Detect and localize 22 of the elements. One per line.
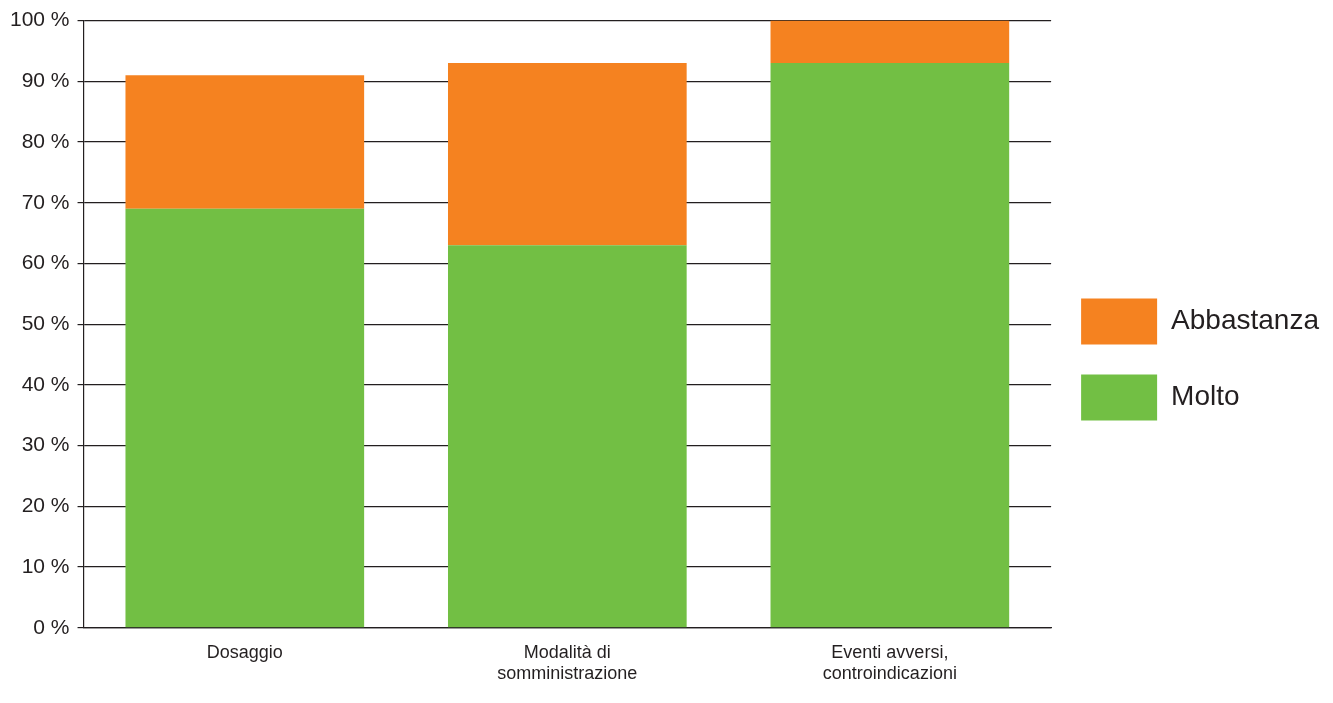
bar [448,63,687,246]
y-tick-label: 80 % [21,128,70,152]
y-tick-label: 50 % [21,311,70,334]
bar [448,245,687,628]
y-tick-label: 100 % [10,7,70,31]
legend-label: Molto [1171,380,1240,412]
y-tick-label: 40 % [21,371,70,395]
y-tick-label: 10 % [21,553,70,577]
legend-label: Abbastanza [1171,304,1320,336]
x-tick-label: Dosaggio [206,641,283,662]
y-tick-label: 70 % [21,189,70,213]
y-tick-label: 90 % [21,68,70,92]
bar [770,20,1010,64]
bar [770,63,1010,628]
y-tick-label: 30 % [21,432,70,456]
y-tick-label: 0 % [33,614,70,638]
x-tick-label: Eventi avversi, controindicazioni [822,641,957,684]
bar [125,208,365,628]
bar [125,75,365,209]
y-tick-label: 60 % [21,250,70,274]
x-tick-label: Modalità di somministrazione [497,641,638,684]
y-tick-label: 20 % [21,493,70,517]
